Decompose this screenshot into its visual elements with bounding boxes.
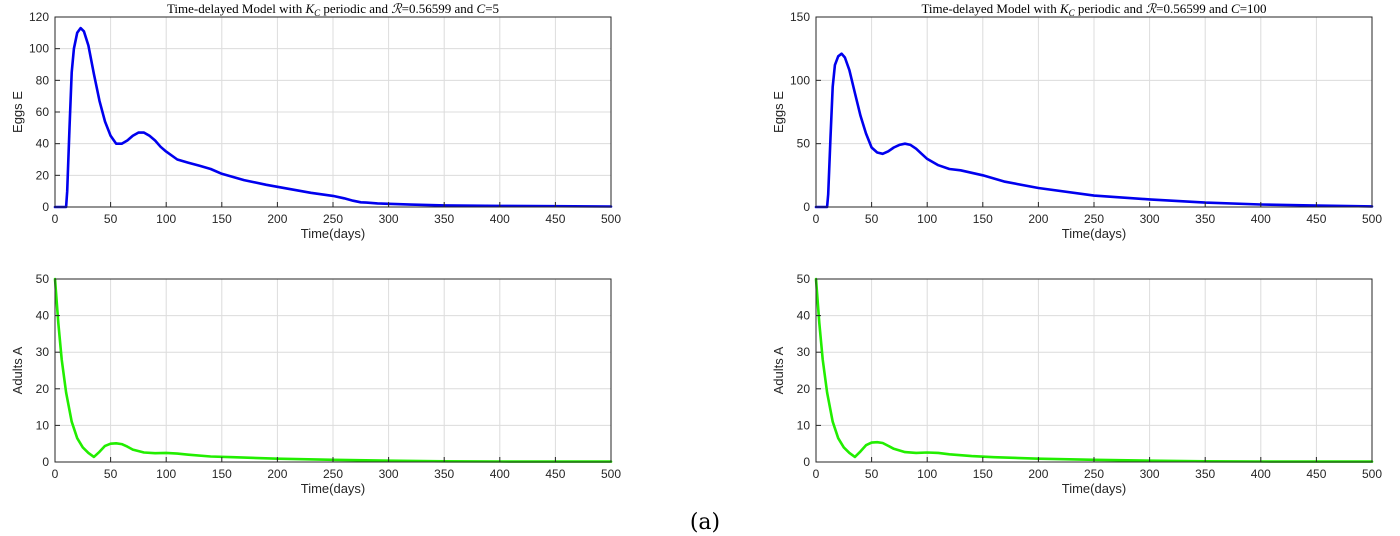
x-tick-label: 200 <box>267 467 287 481</box>
x-axis-label: Time(days) <box>301 226 366 241</box>
y-tick-label: 100 <box>29 42 49 56</box>
x-tick-label: 250 <box>1084 467 1104 481</box>
y-tick-label: 0 <box>42 455 49 469</box>
y-tick-label: 30 <box>36 345 50 359</box>
x-tick-label: 0 <box>52 467 59 481</box>
x-tick-label: 500 <box>601 467 621 481</box>
x-tick-label: 350 <box>1195 467 1215 481</box>
x-tick-label: 300 <box>1140 212 1160 226</box>
y-tick-label: 0 <box>803 200 810 214</box>
y-tick-label: 60 <box>36 105 50 119</box>
x-tick-label: 300 <box>379 212 399 226</box>
series-line <box>53 277 613 463</box>
x-tick-label: 200 <box>267 212 287 226</box>
chart-title: Time-delayed Model with KC periodic and … <box>921 1 1266 18</box>
chart-title: Time-delayed Model with KC periodic and … <box>167 1 499 18</box>
y-tick-label: 20 <box>797 382 811 396</box>
x-tick-label: 100 <box>917 467 937 481</box>
y-axis-label: Eggs E <box>771 91 786 133</box>
x-tick-label: 350 <box>434 467 454 481</box>
x-tick-label: 450 <box>545 467 565 481</box>
x-tick-label: 500 <box>601 212 621 226</box>
series-line <box>53 26 613 209</box>
x-tick-label: 300 <box>1140 467 1160 481</box>
x-tick-label: 100 <box>917 212 937 226</box>
x-tick-label: 50 <box>104 212 118 226</box>
x-tick-label: 400 <box>1251 467 1271 481</box>
x-tick-label: 250 <box>323 467 343 481</box>
x-tick-label: 450 <box>545 212 565 226</box>
chart-3: 0 50 100 150 200 250 300 350 400 450 500 0 50 100 150 T… <box>771 1 1382 241</box>
figure-caption: (a) <box>690 510 720 535</box>
y-tick-label: 30 <box>797 345 811 359</box>
x-tick-label: 400 <box>490 212 510 226</box>
x-tick-label: 150 <box>212 212 232 226</box>
y-axis-label: Adults A <box>771 346 786 394</box>
y-tick-label: 100 <box>790 73 810 87</box>
x-tick-label: 100 <box>156 212 176 226</box>
y-tick-label: 10 <box>797 418 811 432</box>
x-tick-label: 100 <box>156 467 176 481</box>
x-tick-label: 250 <box>323 212 343 226</box>
series-line <box>814 277 1374 463</box>
x-tick-label: 250 <box>1084 212 1104 226</box>
y-tick-label: 50 <box>36 272 50 286</box>
y-tick-label: 10 <box>36 418 50 432</box>
y-tick-label: 40 <box>36 309 50 323</box>
x-tick-label: 200 <box>1028 467 1048 481</box>
x-tick-label: 500 <box>1362 212 1382 226</box>
y-tick-label: 0 <box>803 455 810 469</box>
x-tick-label: 150 <box>973 212 993 226</box>
y-tick-label: 0 <box>42 200 49 214</box>
y-tick-label: 40 <box>36 137 50 151</box>
series-line <box>814 52 1374 209</box>
x-axis-label: Time(days) <box>301 481 366 496</box>
x-tick-label: 450 <box>1306 467 1326 481</box>
chart-2: 0 50 100 150 200 250 300 350 400 450 500 0 10 20 30 40 5… <box>10 272 621 496</box>
x-tick-label: 350 <box>434 212 454 226</box>
x-tick-label: 400 <box>490 467 510 481</box>
x-tick-label: 150 <box>212 467 232 481</box>
y-tick-label: 20 <box>36 382 50 396</box>
y-tick-label: 80 <box>36 73 50 87</box>
x-tick-label: 200 <box>1028 212 1048 226</box>
y-tick-label: 120 <box>29 10 49 24</box>
x-tick-label: 0 <box>52 212 59 226</box>
y-tick-label: 20 <box>36 168 50 182</box>
x-tick-label: 150 <box>973 467 993 481</box>
y-tick-label: 40 <box>797 309 811 323</box>
x-tick-label: 50 <box>865 212 879 226</box>
x-tick-label: 500 <box>1362 467 1382 481</box>
x-tick-label: 50 <box>865 467 879 481</box>
x-axis-label: Time(days) <box>1062 481 1127 496</box>
chart-1: 0 50 100 150 200 250 300 350 400 450 500 0 20 40 60 80 1… <box>10 1 621 241</box>
y-tick-label: 150 <box>790 10 810 24</box>
x-tick-label: 300 <box>379 467 399 481</box>
plot-area: 0 50 100 150 200 250 300 350 400 450 5000204060801… <box>10 1 1382 496</box>
y-tick-label: 50 <box>797 137 811 151</box>
y-axis-label: Eggs E <box>10 91 25 133</box>
x-tick-label: 50 <box>104 467 118 481</box>
x-tick-label: 350 <box>1195 212 1215 226</box>
x-tick-label: 450 <box>1306 212 1326 226</box>
chart-4: 0 50 100 150 200 250 300 350 400 450 500 0 10 20 30 40 5… <box>771 272 1382 496</box>
y-tick-label: 50 <box>797 272 811 286</box>
y-axis-label: Adults A <box>10 346 25 394</box>
x-axis-label: Time(days) <box>1062 226 1127 241</box>
x-tick-label: 400 <box>1251 212 1271 226</box>
x-tick-label: 0 <box>813 467 820 481</box>
x-tick-label: 0 <box>813 212 820 226</box>
